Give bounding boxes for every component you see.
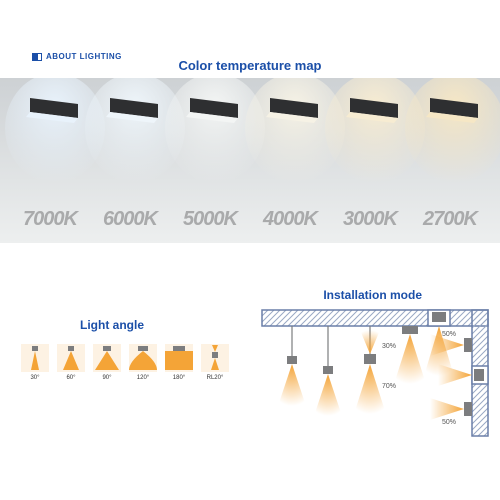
angle-item: 60° (56, 344, 86, 381)
angle-label: 180° (164, 375, 194, 381)
color-temp-labels: 7000K 6000K 5000K 4000K 3000K 2700K (0, 208, 500, 231)
percent-label: 70% (382, 383, 396, 390)
ct-label: 4000K (263, 208, 317, 231)
angle-item: RL20° (200, 344, 230, 381)
ct-label: 2700K (423, 208, 477, 231)
percent-label: 30% (382, 343, 396, 350)
angle-item: 90° (92, 344, 122, 381)
angle-label: 90° (92, 375, 122, 381)
light-angle-title: Light angle (80, 318, 144, 332)
ct-label: 7000K (23, 208, 77, 231)
light-angle-row: 30° 60° 90° 120° 180° (20, 344, 230, 381)
angle-label: 120° (128, 375, 158, 381)
angle-item: 120° (128, 344, 158, 381)
angle-item: 30° (20, 344, 50, 381)
angle-item: 180° (164, 344, 194, 381)
ct-label: 6000K (103, 208, 157, 231)
ct-label: 5000K (183, 208, 237, 231)
install-diagram: 30% 70% 50% 50% (260, 306, 495, 441)
angle-label: 30° (20, 375, 50, 381)
ct-label: 3000K (343, 208, 397, 231)
percent-label: 50% (442, 331, 456, 338)
install-mode-title: Installation mode (323, 288, 422, 302)
angle-label: 60° (56, 375, 86, 381)
percent-label: 50% (442, 419, 456, 426)
angle-label: RL20° (200, 375, 230, 381)
color-temp-title: Color temperature map (0, 58, 500, 73)
